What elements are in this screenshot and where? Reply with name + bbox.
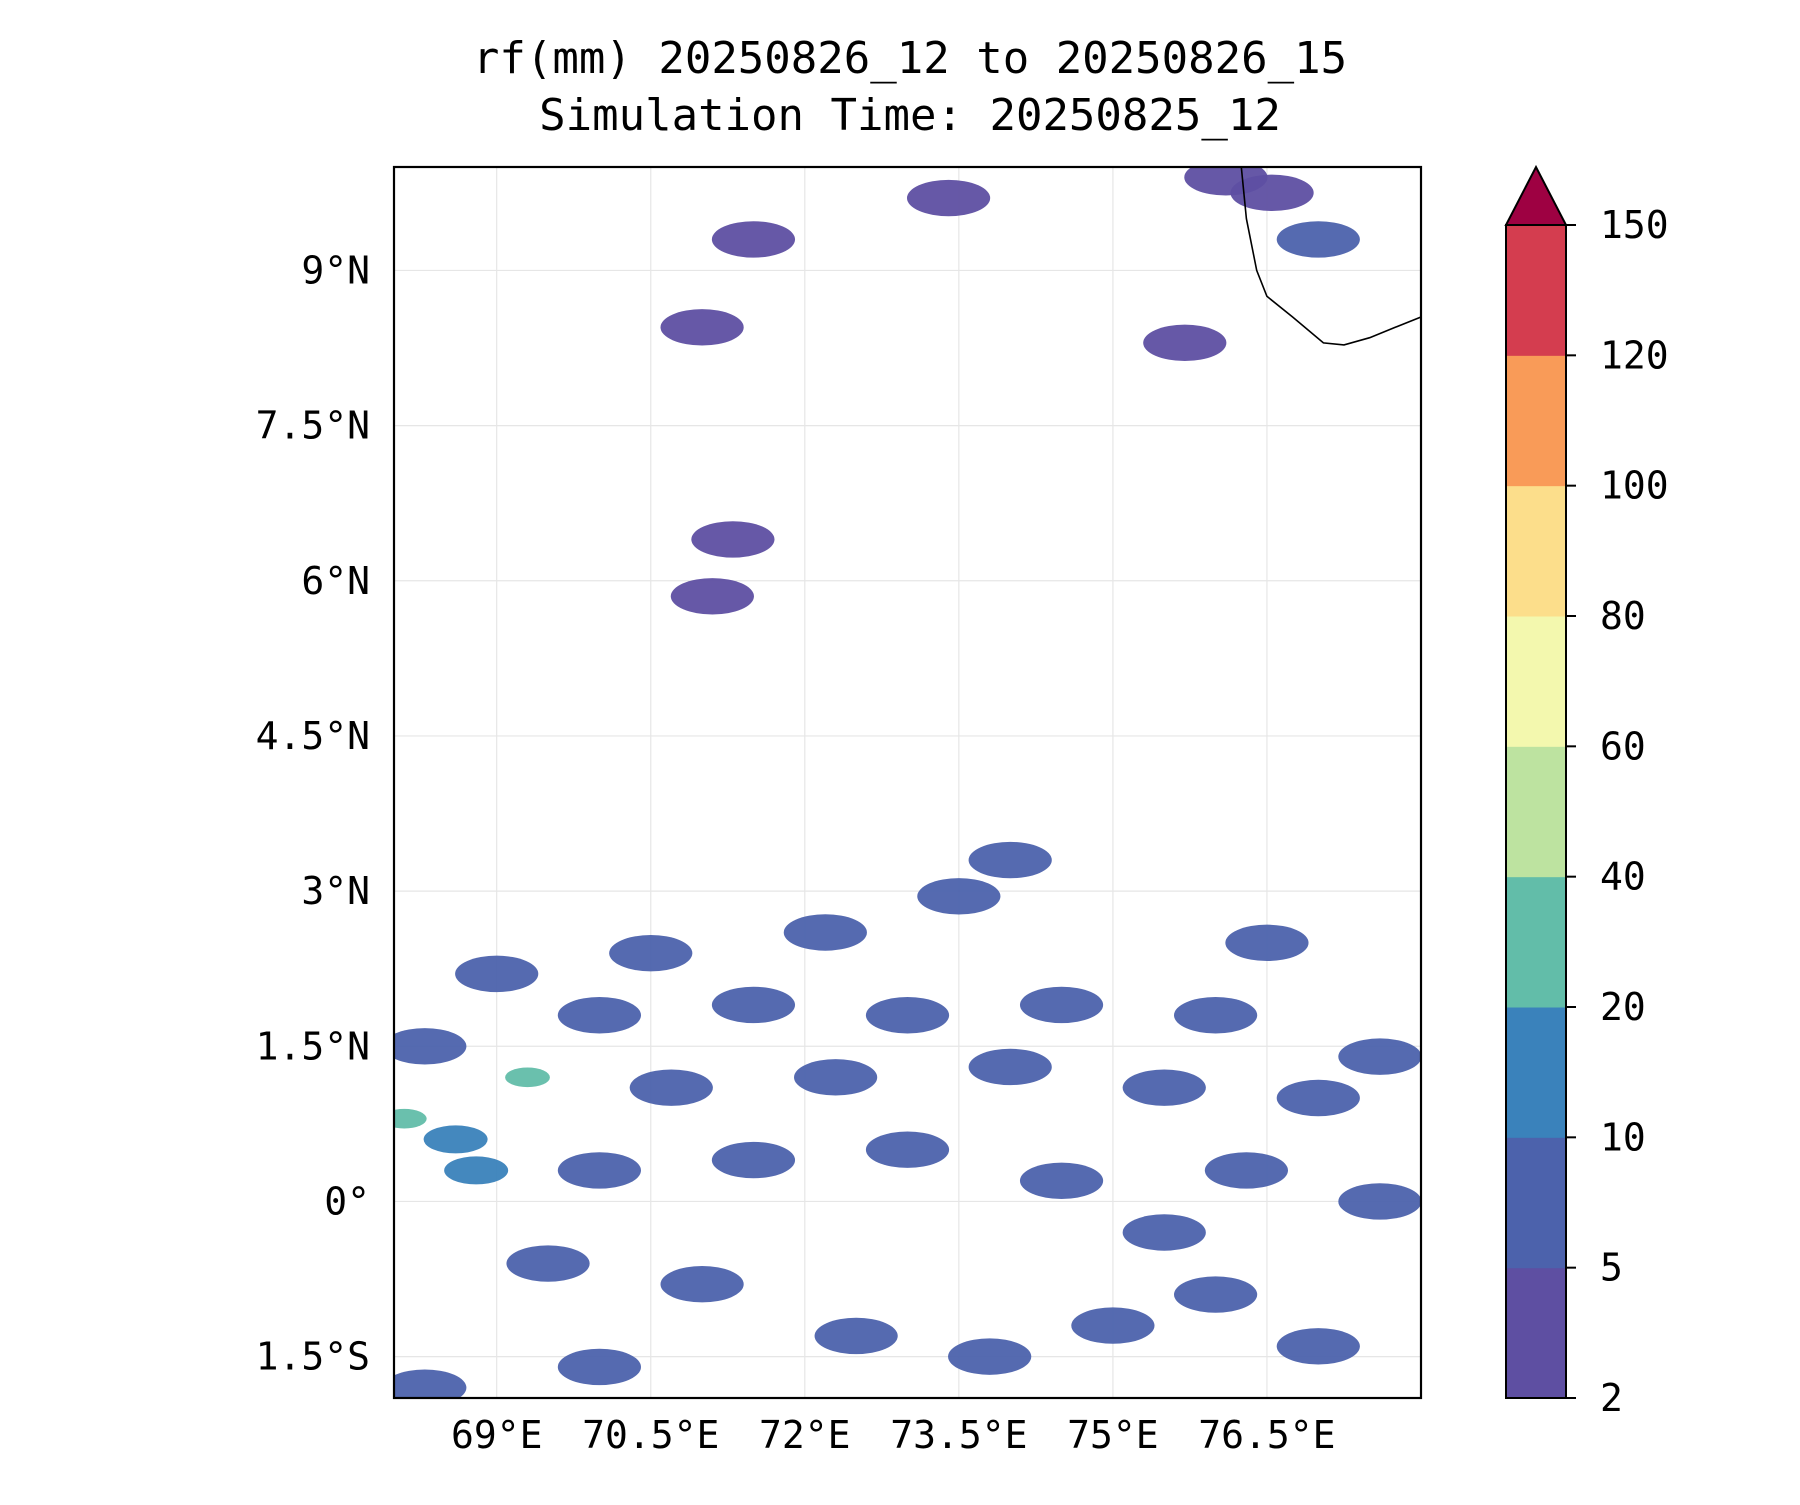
rain-cell [423, 1125, 488, 1154]
rain-cell [455, 955, 539, 993]
rain-cell [968, 1048, 1052, 1086]
rain-cell [1276, 1079, 1360, 1117]
colorbar-segment [1506, 1137, 1566, 1269]
chart-title: rf(mm) 20250826_12 to 20250826_15 [473, 33, 1347, 84]
rain-cell [783, 914, 867, 951]
y-tick-label: 7.5°N [256, 404, 370, 448]
rain-cell [660, 309, 744, 346]
rain-cell [1174, 997, 1258, 1034]
chart-subtitle: Simulation Time: 20250825_12 [539, 90, 1281, 141]
y-tick-label: 4.5°N [256, 714, 370, 758]
rain-cell [670, 578, 754, 615]
rain-cell [444, 1156, 509, 1185]
gridlines [394, 167, 1421, 1398]
x-tick-label: 69°E [451, 1413, 543, 1457]
colorbar-segment [1506, 355, 1566, 487]
colorbar-frame [1505, 224, 1567, 1399]
y-tick-label: 3°N [301, 869, 370, 913]
rain-cell [711, 1141, 796, 1179]
rain-cell [1276, 221, 1360, 258]
rain-cell [794, 1059, 878, 1096]
colorbar-tick-label: 120 [1600, 333, 1669, 377]
map-frame [392, 165, 1423, 1400]
colorbar-tick-label: 40 [1600, 855, 1646, 899]
rain-cell [660, 1266, 744, 1303]
map-background [394, 167, 1421, 1398]
rain-cell [505, 1067, 550, 1088]
colorbar: 2 5 10 20 40 60 80 100 120 150 [1504, 164, 1669, 1420]
rain-cell [711, 986, 796, 1024]
map-area: 69°E 70.5°E 72°E 73.5°E 75°E 76.5°E 9°N 7.5°N 6°… [256, 165, 1423, 1457]
rain-cell [948, 1338, 1032, 1375]
rain-cell [557, 997, 642, 1034]
colorbar-tick-label: 100 [1600, 464, 1669, 508]
colorbar-tick-label: 5 [1600, 1246, 1623, 1290]
colorbar-tick-label: 60 [1600, 724, 1646, 768]
colorbar-segment [1506, 876, 1566, 1008]
rain-cell [1071, 1307, 1155, 1344]
colorbar-tick-label: 80 [1600, 594, 1646, 638]
colorbar-tick-label: 150 [1600, 203, 1669, 247]
colorbar-segment [1506, 616, 1566, 747]
rain-cell [1143, 324, 1227, 362]
y-tick-label: 1.5°N [256, 1024, 370, 1068]
rain-cell [1122, 1069, 1206, 1106]
colorbar-segment [1506, 1267, 1566, 1399]
y-tick-label: 0° [324, 1179, 370, 1223]
rain-cell [968, 841, 1052, 879]
colorbar-tick-label: 20 [1600, 985, 1646, 1029]
colorbar-segment [1506, 225, 1566, 356]
rain-cell [1019, 986, 1104, 1024]
coastline [1240, 167, 1421, 346]
rain-cell [906, 179, 991, 217]
rain-cell [1338, 1183, 1421, 1220]
x-tick-label: 72°E [759, 1413, 851, 1457]
colorbar-tick-label: 2 [1600, 1376, 1623, 1420]
colorbar-segment [1506, 485, 1566, 617]
rain-cell [691, 521, 775, 558]
rain-cell [394, 1369, 467, 1398]
rain-cell [557, 1152, 642, 1189]
x-tick-label: 76.5°E [1198, 1413, 1335, 1457]
x-tick-label: 73.5°E [890, 1413, 1027, 1457]
rain-cell [1184, 167, 1268, 196]
rain-cell [1204, 1152, 1289, 1189]
rain-cell [1174, 1276, 1258, 1313]
rain-cell [1122, 1214, 1206, 1251]
rain-cell [1225, 924, 1309, 962]
rain-cell [1019, 1162, 1104, 1199]
rain-cell [557, 1348, 642, 1386]
y-tick-label: 6°N [301, 559, 370, 603]
rain-cell [506, 1245, 590, 1282]
colorbar-extend-arrow [1504, 164, 1568, 226]
rain-cell [814, 1317, 898, 1355]
rain-cell [1276, 1328, 1360, 1365]
rain-cell [865, 1131, 950, 1168]
colorbar-segment [1506, 746, 1566, 878]
rain-contours [394, 167, 1421, 1398]
x-tick-label: 75°E [1067, 1413, 1159, 1457]
colorbar-tick-label: 10 [1600, 1115, 1646, 1159]
y-tick-label: 9°N [301, 248, 370, 292]
rain-cell [629, 1069, 713, 1106]
rain-cell [711, 221, 796, 258]
rain-cell [609, 934, 693, 972]
colorbar-segment [1506, 1007, 1566, 1138]
y-tick-label: 1.5°S [256, 1335, 370, 1379]
rain-cell [394, 1108, 427, 1129]
rain-cell [1338, 1038, 1421, 1075]
rain-cell [865, 997, 950, 1034]
rain-cell [394, 1028, 467, 1065]
x-tick-label: 70.5°E [582, 1413, 719, 1457]
rain-cell [917, 878, 1001, 915]
